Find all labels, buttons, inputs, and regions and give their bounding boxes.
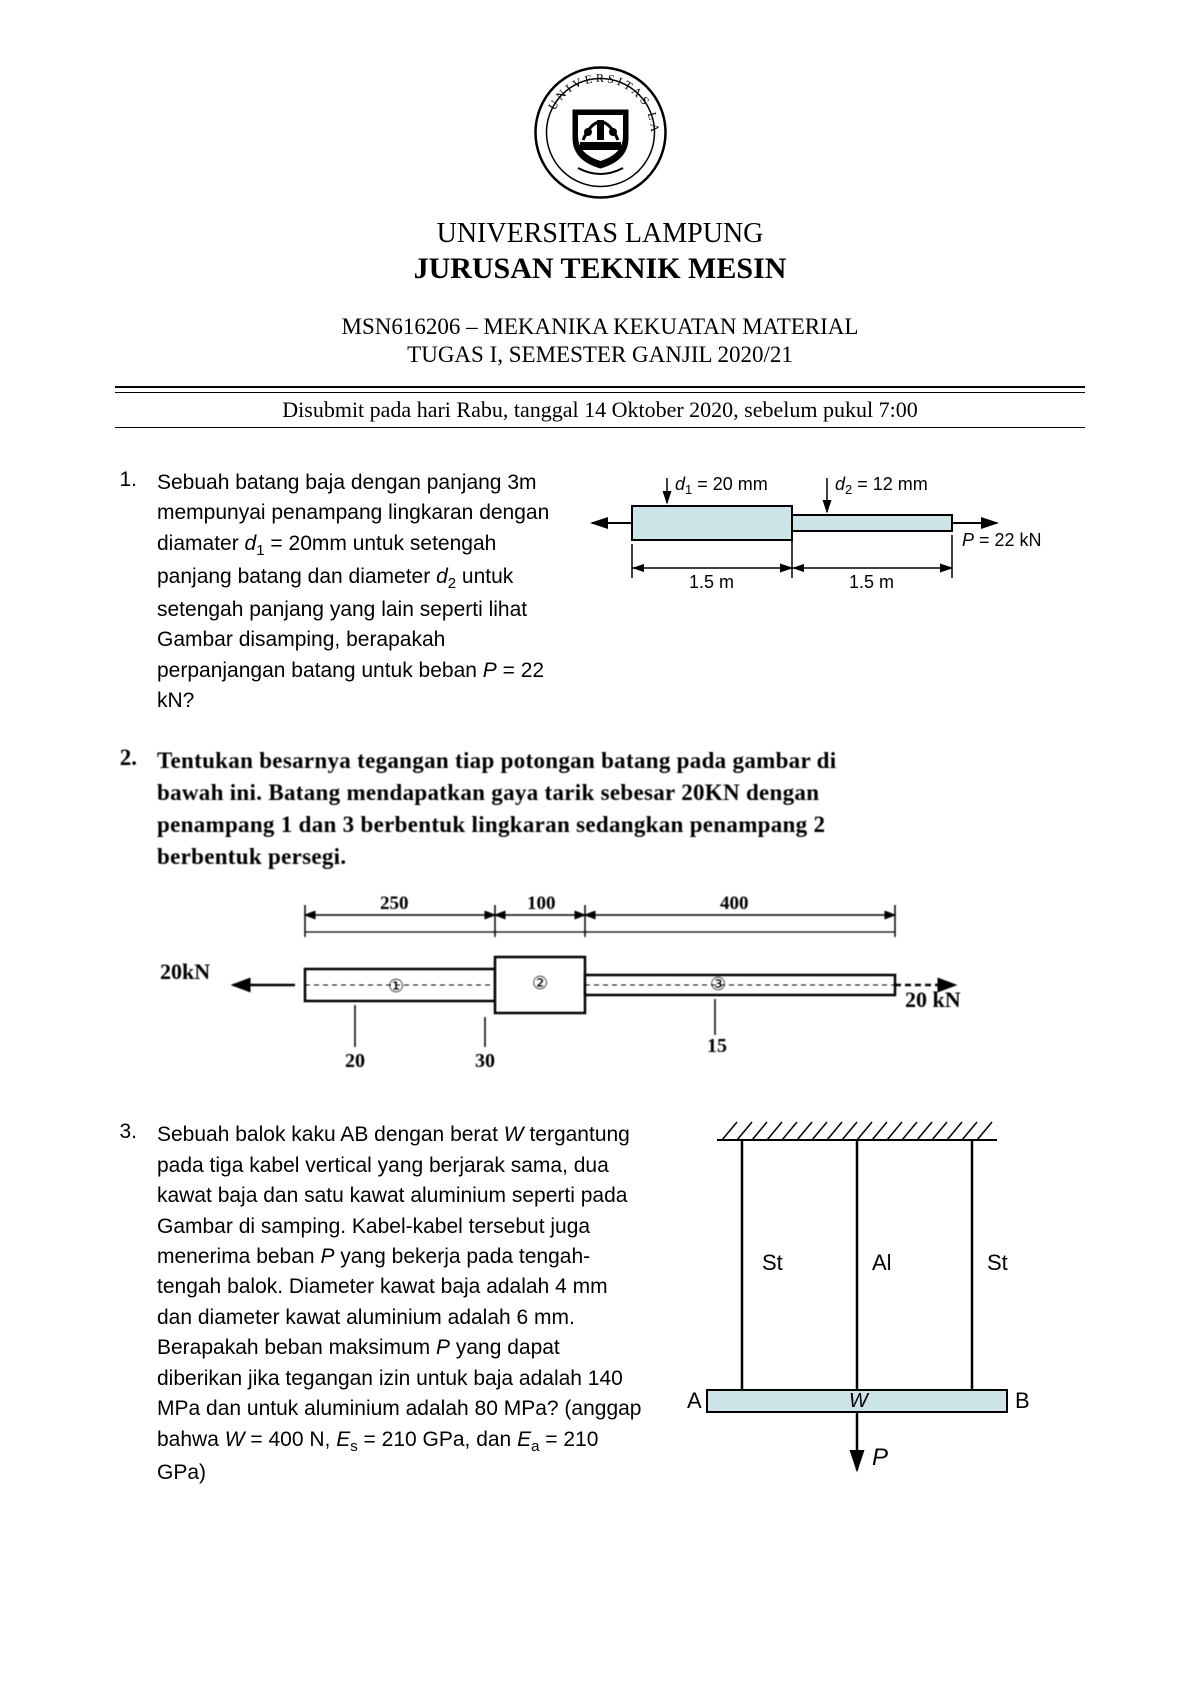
svg-text:St: St [987, 1250, 1008, 1275]
question-2: 2. Tentukan besarnya tegangan tiap poton… [115, 745, 1085, 1093]
logo-container: UNIVERSITAS LAMPUNG [115, 60, 1085, 210]
svg-text:15: 15 [707, 1035, 727, 1057]
q2-l3: penampang 1 dan 3 berbentuk lingkaran se… [157, 812, 825, 837]
q1-number: 1. [115, 468, 137, 492]
q3-figure: St Al St A B W P [667, 1110, 1047, 1515]
q1-len1: 1.5 m [689, 572, 734, 592]
svg-text:20 kN: 20 kN [905, 987, 961, 1012]
q3-Es: E [336, 1428, 350, 1451]
svg-text:A: A [687, 1388, 702, 1413]
svg-text:B: B [1015, 1388, 1030, 1413]
q3-Ea: E [517, 1428, 531, 1451]
q1-figure: d1 = 20 mm d2 = 12 mm P = 22 kN 1.5 m 1.… [577, 468, 1047, 613]
q2-l4: berbentuk persegi. [157, 844, 346, 869]
course-code: MSN616206 – MEKANIKA KEKUATAN MATERIAL [115, 314, 1085, 340]
svg-text:20kN: 20kN [160, 959, 210, 984]
svg-text:P: P [872, 1444, 888, 1471]
q3-p1: Sebuah balok kaku AB dengan berat [157, 1123, 504, 1146]
q1-P: P [483, 659, 497, 682]
q3-Essub: s [350, 1438, 358, 1455]
q2-number: 2. [115, 745, 137, 771]
q1-d1-label: d1 = 20 mm [675, 474, 768, 497]
svg-text:400: 400 [720, 893, 749, 914]
svg-text:100: 100 [527, 893, 556, 914]
svg-text:20: 20 [345, 1050, 365, 1072]
q2-text: Tentukan besarnya tegangan tiap potongan… [157, 745, 1085, 874]
q1-text: Sebuah batang baja dengan panjang 3m mem… [157, 468, 557, 717]
svg-text:②: ② [532, 973, 548, 993]
q3-text: Sebuah balok kaku AB dengan berat W terg… [157, 1120, 647, 1488]
svg-text:250: 250 [380, 893, 409, 914]
q2-figure: 250 100 400 20kN ① ② ③ 20 kN 20 [155, 887, 1085, 1092]
department-name: JURUSAN TEKNIK MESIN [115, 252, 1085, 286]
assignment-title: TUGAS I, SEMESTER GANJIL 2020/21 [115, 342, 1085, 368]
q1-d2-label: d2 = 12 mm [835, 474, 928, 497]
q3-p6: = 210 GPa, dan [358, 1428, 517, 1451]
q3-W1: W [504, 1123, 524, 1146]
svg-text:Al: Al [872, 1250, 892, 1275]
svg-text:St: St [762, 1250, 783, 1275]
q1-d1: d [245, 532, 257, 555]
rule-top [115, 386, 1085, 388]
university-logo: UNIVERSITAS LAMPUNG [528, 60, 673, 205]
rule-bottom [115, 427, 1085, 428]
svg-text:①: ① [388, 976, 404, 996]
q1-d2sub: 2 [448, 575, 456, 592]
university-name: UNIVERSITAS LAMPUNG [115, 218, 1085, 250]
submission-deadline: Disubmit pada hari Rabu, tanggal 14 Okto… [115, 393, 1085, 427]
q3-P2: P [436, 1336, 450, 1359]
svg-text:W: W [849, 1390, 870, 1412]
q1-d1sub: 1 [256, 542, 264, 559]
q1-len2: 1.5 m [849, 572, 894, 592]
svg-text:30: 30 [475, 1050, 495, 1072]
q1-d2: d [436, 565, 448, 588]
q3-number: 3. [115, 1120, 137, 1144]
q2-l1: Tentukan besarnya tegangan tiap potongan… [157, 748, 836, 773]
svg-text:③: ③ [710, 974, 726, 994]
q2-l2: bawah ini. Batang mendapatkan gaya tarik… [157, 780, 819, 805]
q3-W2: W [225, 1428, 245, 1451]
question-3: 3. Sebuah balok kaku AB dengan berat W t… [115, 1120, 1085, 1515]
question-1: 1. Sebuah batang baja dengan panjang 3m … [115, 468, 1085, 717]
q3-p5: = 400 N, [245, 1428, 337, 1451]
q3-P1: P [320, 1245, 334, 1268]
svg-text:P = 22 kN: P = 22 kN [962, 530, 1042, 550]
